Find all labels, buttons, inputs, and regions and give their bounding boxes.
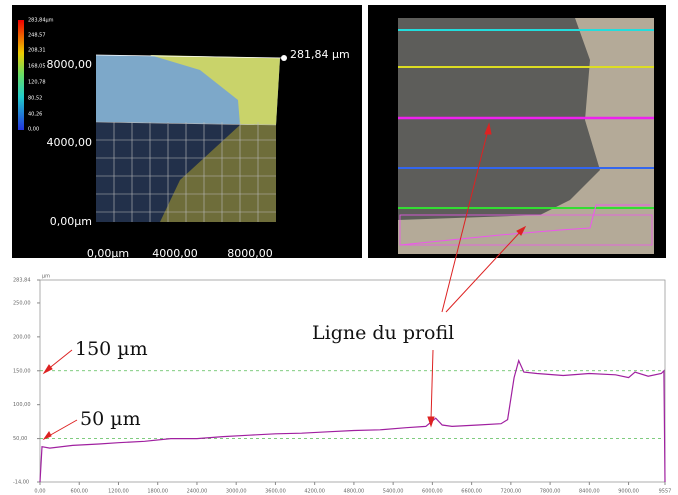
x-tick-label: 5400,00: [383, 489, 404, 495]
x-tick-label: 1800,00: [147, 489, 168, 495]
scale-label: 120,78: [28, 80, 46, 86]
annotation: 150 µm: [75, 338, 148, 360]
x-tick-label: 600,00: [70, 489, 88, 495]
y-tick-label: 150,00: [13, 368, 31, 374]
scale-label: 208,31: [28, 48, 46, 54]
axis-label: 8000,00: [47, 58, 93, 71]
x-tick-label: 4200,00: [304, 489, 325, 495]
x-tick-label: 0,00: [34, 489, 45, 495]
x-tick-label: 3600,00: [265, 489, 286, 495]
x-tick-label: 9000,00: [618, 489, 639, 495]
axis-label: 0,00µm: [87, 247, 129, 260]
y-tick-label: 250,00: [13, 300, 31, 306]
arrows: [42, 122, 527, 441]
y-tick-label: 283,84: [13, 278, 31, 284]
scale-label: 80,52: [28, 96, 42, 102]
scale-label: 283,84µm: [28, 18, 54, 24]
x-tick-label: 1200,00: [108, 489, 129, 495]
x-tick-label: 8400,00: [579, 489, 600, 495]
x-tick-label: 4800,00: [344, 489, 365, 495]
axis-label: 4000,00: [47, 136, 93, 149]
annotation: Ligne du profil: [312, 322, 454, 344]
y-tick-label: 100,00: [13, 402, 31, 408]
axis-label: 8000,00: [227, 247, 273, 260]
x-tick-label: 6000,00: [422, 489, 443, 495]
x-tick-label: 3000,00: [226, 489, 247, 495]
corner-label: 281,84 µm: [290, 48, 350, 61]
scale-label: 248,57: [28, 33, 46, 39]
x-tick-label: 9557: [659, 489, 672, 495]
x-tick-label: 7800,00: [540, 489, 561, 495]
y-tick-label: 50,00: [13, 436, 27, 442]
annotation: 50 µm: [80, 408, 141, 430]
profile-chart: µm -14,00 50,00 100,00 150,00 200,00 250,00 28…: [13, 274, 671, 495]
surface-panel: 283,84µm 248,57 208,31 168,05 120,78 80,…: [12, 5, 362, 260]
scale-label: 0,00: [28, 127, 39, 133]
x-tick-label: 2400,00: [187, 489, 208, 495]
x-tick-label: 6600,00: [461, 489, 482, 495]
profile-line: [39, 358, 666, 483]
y-unit: µm: [42, 274, 50, 280]
y-tick-label: -14,00: [13, 480, 29, 486]
scale-label: 40,26: [28, 112, 42, 118]
scale-label: 168,05: [28, 64, 46, 70]
micrograph-panel: [368, 5, 666, 258]
y-tick-label: 200,00: [13, 334, 31, 340]
x-tick-label: 7200,00: [501, 489, 522, 495]
axis-label: 4000,00: [152, 247, 198, 260]
axis-label: 0,00µm: [50, 215, 92, 228]
